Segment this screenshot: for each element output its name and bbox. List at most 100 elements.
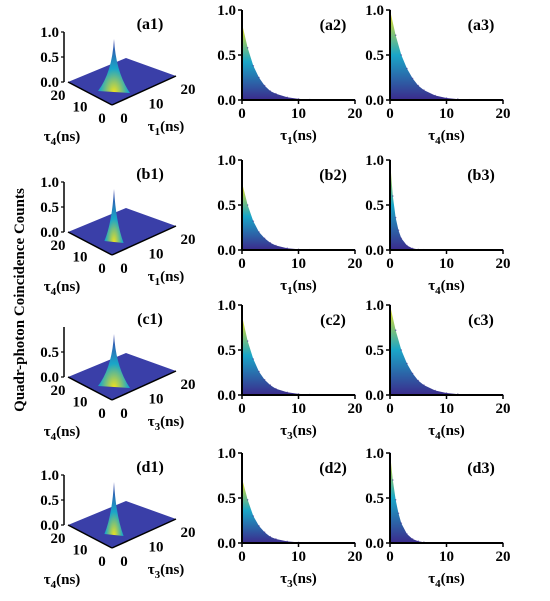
- x-tick-label: 20: [51, 88, 66, 104]
- panel-label: (a1): [137, 16, 164, 33]
- z-tick-label: 0.5: [40, 200, 59, 216]
- x-tick-label: 20: [496, 256, 511, 272]
- curve-area-c2: [242, 315, 355, 395]
- x-tick-label: 10: [291, 256, 306, 272]
- y-tick-label: 1.0: [217, 153, 236, 169]
- x-axis-label: τ4(ns): [44, 424, 81, 443]
- data-point: [400, 54, 403, 56]
- panel-label: (b3): [467, 167, 495, 184]
- curve-area-b2: [242, 182, 355, 250]
- z-tick-label: 0.0: [40, 370, 59, 386]
- z-tick-label: 1.0: [40, 25, 59, 41]
- panel-label: (d1): [136, 459, 164, 476]
- data-point: [406, 67, 408, 70]
- y-tick-label: 0: [120, 261, 128, 277]
- y-axis-line: [111, 370, 177, 401]
- y-axis-label: τ1(ns): [148, 119, 185, 138]
- x-tick-label: 0: [98, 406, 106, 422]
- x-tick-label: 0: [238, 106, 246, 122]
- z-tick-label: 0.5: [40, 345, 59, 361]
- panel-label: (b2): [319, 167, 347, 184]
- y-tick-label: 1.0: [365, 298, 384, 314]
- data-point: [246, 499, 249, 501]
- y-tick-label: 1.0: [217, 298, 236, 314]
- y-tick-label: 10: [149, 540, 164, 556]
- x-tick-label: 20: [348, 401, 363, 417]
- z-tick-label: 0.5: [40, 50, 59, 66]
- x-tick-label: 20: [348, 106, 363, 122]
- x-axis-line: [67, 524, 113, 549]
- data-point: [246, 47, 249, 49]
- x-tick-label: 10: [73, 395, 88, 411]
- x-tick-label: 0: [98, 554, 106, 570]
- data-point: [286, 391, 289, 394]
- data-point: [258, 231, 260, 233]
- surface-floor: [68, 208, 176, 255]
- data-point: [392, 479, 394, 481]
- data-point: [394, 34, 397, 36]
- data-point: [406, 533, 408, 535]
- x-axis-line: [67, 81, 113, 106]
- data-point: [445, 392, 448, 394]
- y-tick-label: 20: [181, 525, 196, 541]
- y-tick-label: 10: [149, 392, 164, 408]
- data-point: [275, 244, 277, 247]
- y-axis-label: τ3(ns): [148, 414, 185, 433]
- surface-peak: [104, 482, 124, 536]
- x-tick-label: 20: [51, 531, 66, 547]
- x-axis-label: τ4(ns): [428, 571, 465, 590]
- y-tick-label: 1.0: [217, 446, 236, 462]
- data-point: [263, 84, 266, 87]
- curve-area-c3: [390, 305, 503, 395]
- z-tick-label: 0.0: [40, 518, 59, 534]
- y-tick-label: 10: [149, 97, 164, 113]
- data-point: [417, 84, 420, 87]
- data-point: [252, 65, 255, 67]
- data-point: [275, 92, 277, 95]
- data-point: [397, 229, 400, 231]
- surface-peak: [104, 189, 124, 243]
- data-point: [423, 384, 425, 386]
- y-tick-label: 20: [181, 377, 196, 393]
- data-point: [263, 531, 266, 533]
- curve-area-b3: [390, 160, 503, 250]
- x-axis-label: τ4(ns): [428, 128, 465, 147]
- data-point: [394, 216, 397, 219]
- data-point: [423, 89, 425, 91]
- data-point: [252, 220, 255, 222]
- surface-peak: [98, 39, 130, 93]
- data-point: [434, 94, 437, 97]
- x-tick-label: 0: [386, 256, 394, 272]
- data-point: [411, 77, 414, 80]
- x-tick-label: 10: [439, 549, 454, 565]
- x-axis-label: τ4(ns): [44, 279, 81, 298]
- x-tick-label: 10: [73, 250, 88, 266]
- curve-area-d3: [390, 453, 503, 543]
- panel-label: (c2): [320, 312, 346, 329]
- y-tick-label: 0.0: [217, 536, 236, 552]
- x-axis-line: [67, 376, 113, 401]
- y-tick-label: 0.0: [365, 388, 384, 404]
- data-point: [252, 358, 255, 360]
- data-point: [246, 204, 249, 206]
- y-tick-label: 0.5: [365, 48, 384, 64]
- y-tick-label: 20: [181, 82, 196, 98]
- panel-label: (d2): [319, 460, 347, 477]
- x-tick-label: 0: [238, 256, 246, 272]
- y-axis-line: [111, 225, 177, 256]
- curve-area-a3: [390, 10, 503, 100]
- data-point: [397, 512, 400, 515]
- x-tick-label: 10: [439, 256, 454, 272]
- y-tick-label: 0: [120, 406, 128, 422]
- data-point: [263, 237, 266, 240]
- x-tick-label: 20: [51, 238, 66, 254]
- x-tick-label: 10: [73, 543, 88, 559]
- y-tick-label: 1.0: [365, 3, 384, 19]
- y-tick-label: 0.5: [365, 343, 384, 359]
- x-axis-label: τ4(ns): [44, 572, 81, 591]
- y-tick-label: 0.5: [217, 198, 236, 214]
- y-tick-label: 0: [120, 554, 128, 570]
- data-point: [445, 97, 448, 99]
- y-axis-line: [111, 75, 177, 106]
- x-tick-label: 0: [386, 401, 394, 417]
